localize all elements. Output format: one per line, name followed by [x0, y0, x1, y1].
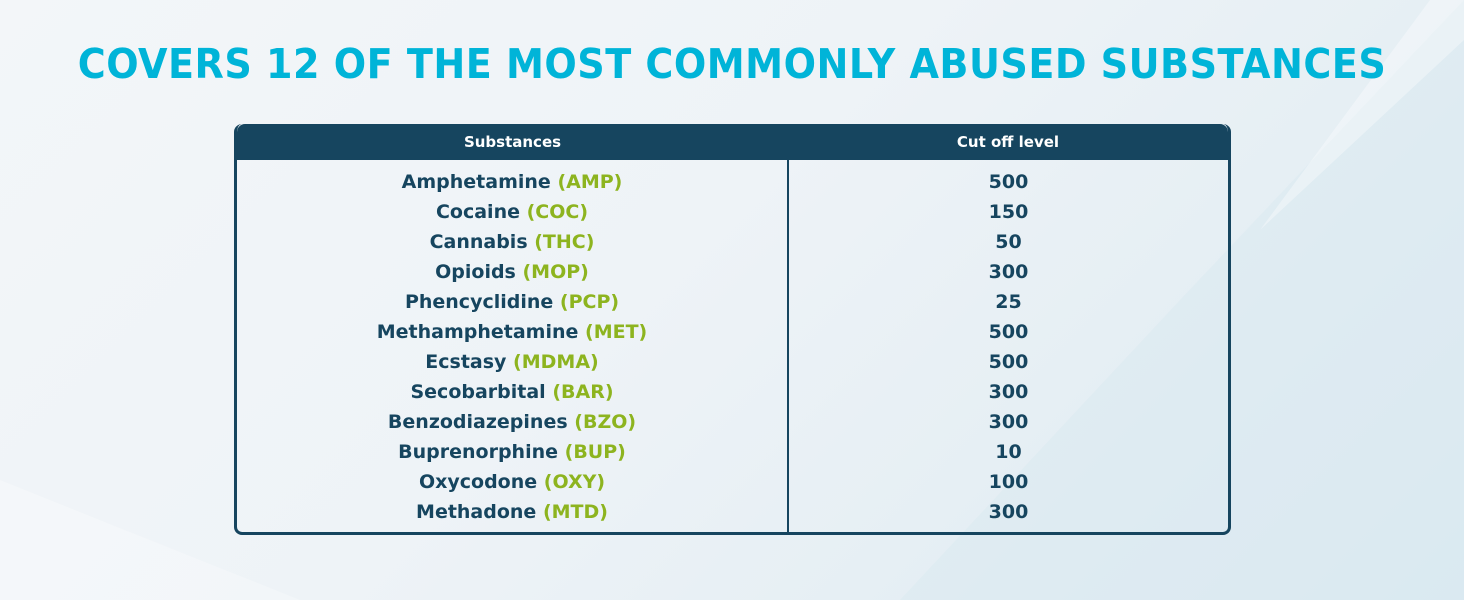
substance-abbr: (MDMA): [513, 351, 599, 373]
table-row: Opioids (MOP): [237, 257, 787, 287]
cutoff-value: 500: [988, 171, 1029, 193]
substance-name: Cannabis: [429, 231, 528, 253]
substance-name: Buprenorphine: [398, 441, 559, 463]
cutoff-value: 300: [988, 381, 1029, 403]
substance-name: Methamphetamine: [376, 321, 579, 343]
substance-abbr: (BUP): [564, 441, 626, 463]
substance-abbr: (MET): [585, 321, 648, 343]
substance-abbr: (COC): [526, 201, 589, 223]
substance-abbr: (PCP): [559, 291, 620, 313]
cutoff-value: 100: [988, 471, 1029, 493]
substance-name: Methadone: [416, 501, 537, 523]
table-row: Methadone (MTD): [237, 497, 787, 527]
substance-abbr: (MTD): [542, 501, 608, 523]
substance-abbr: (THC): [534, 231, 595, 253]
table-row: Benzodiazepines (BZO): [237, 407, 787, 437]
cutoff-value: 150: [988, 201, 1029, 223]
substance-abbr: (MOP): [522, 261, 589, 283]
cutoff-value: 500: [988, 321, 1029, 343]
table-row: Methamphetamine (MET): [237, 317, 787, 347]
cutoff-value: 300: [988, 261, 1029, 283]
table-row: Cannabis (THC): [237, 227, 787, 257]
substance-name: Benzodiazepines: [387, 411, 568, 433]
table-row: Secobarbital (BAR): [237, 377, 787, 407]
page-title: COVERS 12 OF THE MOST COMMONLY ABUSED SU…: [77, 40, 1387, 88]
table-row: Buprenorphine (BUP): [237, 437, 787, 467]
substance-name: Ecstasy: [425, 351, 507, 373]
substance-name: Amphetamine: [401, 171, 551, 193]
cutoff-value: 10: [995, 441, 1022, 463]
header-cutoff-level: Cut off level: [956, 133, 1060, 151]
table-row: Amphetamine (AMP): [237, 167, 787, 197]
table-row: Cocaine (COC): [237, 197, 787, 227]
cutoff-value: 500: [988, 351, 1029, 373]
substance-name: Secobarbital: [410, 381, 546, 403]
cutoff-value: 300: [988, 411, 1029, 433]
substances-column: Amphetamine (AMP) Cocaine (COC) Cannabis…: [237, 160, 789, 532]
substance-name: Opioids: [435, 261, 516, 283]
cutoff-value: 25: [995, 291, 1022, 313]
substances-table: Substances Cut off level Amphetamine (AM…: [234, 124, 1231, 535]
substance-name: Oxycodone: [418, 471, 538, 493]
table-row: Phencyclidine (PCP): [237, 287, 787, 317]
substance-abbr: (OXY): [543, 471, 606, 493]
cutoff-column: 500 150 50 300 25 500 500 300 300 10 100…: [789, 160, 1228, 532]
header-substances: Substances: [463, 133, 562, 151]
table-body: Amphetamine (AMP) Cocaine (COC) Cannabis…: [237, 160, 1228, 532]
substance-abbr: (BZO): [574, 411, 637, 433]
cutoff-value: 300: [988, 501, 1029, 523]
table-row: Oxycodone (OXY): [237, 467, 787, 497]
substance-name: Cocaine: [435, 201, 520, 223]
substance-name: Phencyclidine: [404, 291, 554, 313]
table-row: Ecstasy (MDMA): [237, 347, 787, 377]
table-header: Substances Cut off level: [237, 124, 1228, 160]
substance-abbr: (BAR): [552, 381, 614, 403]
substance-abbr: (AMP): [557, 171, 623, 193]
cutoff-value: 50: [995, 231, 1022, 253]
